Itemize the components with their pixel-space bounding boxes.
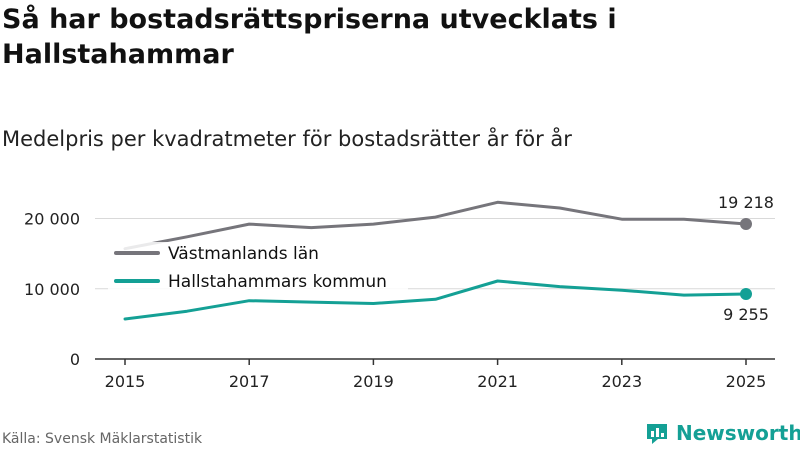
y-tick-label: 10 000 <box>24 280 80 299</box>
end-point-vastmanland <box>740 217 752 230</box>
source-note: Källa: Svensk Mäklarstatistik <box>2 431 203 447</box>
legend-backdrop <box>108 242 408 264</box>
end-label-vastmanland: 19 218 <box>718 193 774 212</box>
chart-subtitle: Medelpris per kvadratmeter för bostadsrä… <box>2 127 572 151</box>
brand-logo: Newsworthy <box>644 420 800 446</box>
x-tick-label: 2023 <box>601 372 642 391</box>
legend-backdrop <box>108 270 408 292</box>
chart-title: Så har bostadsrättspriserna utvecklats i… <box>2 4 617 70</box>
brand-name: Newsworthy <box>676 421 800 445</box>
y-tick-label: 20 000 <box>24 210 80 229</box>
end-point-hallstahammar <box>740 287 752 300</box>
y-tick-label: 0 <box>70 350 80 369</box>
legend-label-hallstahammar: Hallstahammars kommun <box>168 272 387 292</box>
newsworthy-logo-icon <box>647 424 667 444</box>
end-label-hallstahammar: 9 255 <box>723 305 769 324</box>
series-line-hallstahammar <box>123 279 748 321</box>
x-tick-label: 2025 <box>726 372 767 391</box>
x-tick-label: 2017 <box>229 372 270 391</box>
series-line-vastmanland <box>123 200 748 251</box>
legend-label-vastmanland: Västmanlands län <box>168 244 319 264</box>
x-tick-label: 2021 <box>477 372 518 391</box>
x-tick-label: 2015 <box>105 372 146 391</box>
x-tick-label: 2019 <box>353 372 394 391</box>
